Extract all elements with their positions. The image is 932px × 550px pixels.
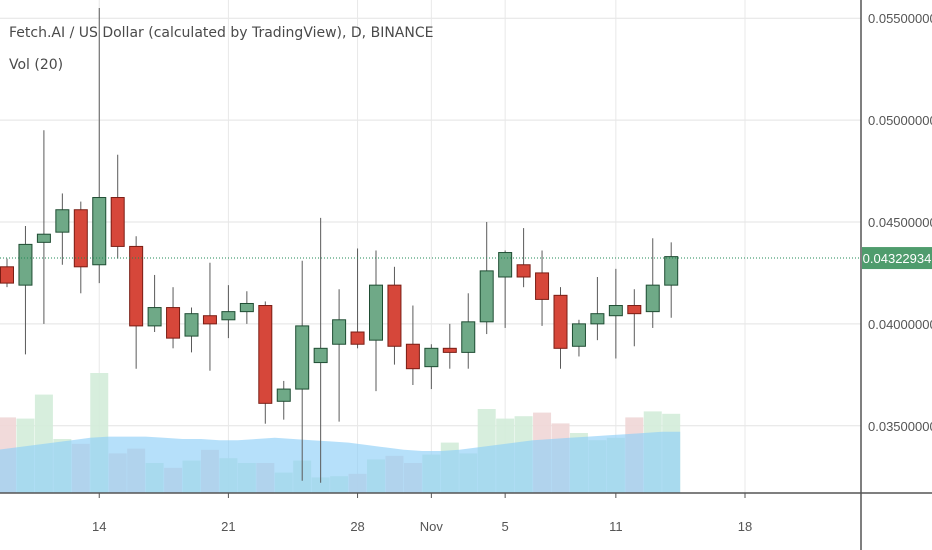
candle-down — [166, 287, 181, 349]
x-tick-label: 21 — [221, 519, 235, 534]
candle-up — [36, 130, 51, 324]
candle-body — [498, 252, 513, 278]
candle-down — [516, 228, 531, 288]
candle-down — [202, 262, 217, 371]
candle-body — [664, 256, 679, 286]
candle-body — [350, 331, 365, 345]
candle-body — [276, 388, 291, 402]
candle-body — [73, 209, 88, 268]
candle-body — [202, 315, 217, 325]
candles — [0, 8, 679, 483]
candle-down — [350, 248, 365, 349]
candle-down — [258, 301, 273, 424]
candle-up — [18, 226, 33, 355]
candle-body — [92, 197, 107, 266]
candle-down — [73, 201, 88, 294]
candle-down — [0, 258, 14, 288]
y-tick-label: 0.05500000 — [868, 11, 932, 26]
candle-body — [36, 233, 51, 243]
candle-body — [147, 307, 162, 327]
candle-body — [387, 284, 402, 347]
candle-down — [129, 236, 144, 369]
candle-body — [184, 313, 199, 337]
volume-ma-area — [0, 431, 681, 493]
y-tick-label: 0.04500000 — [868, 215, 932, 230]
candle-body — [166, 307, 181, 339]
candle-up — [92, 8, 107, 284]
candle-up — [221, 285, 236, 339]
candle-body — [313, 347, 328, 364]
candle-body — [627, 305, 642, 315]
x-tick-label: 5 — [502, 519, 509, 534]
candle-body — [645, 284, 660, 313]
candle-body — [221, 311, 236, 321]
candle-body — [553, 294, 568, 349]
candle-body — [405, 343, 420, 370]
volume-indicator-label[interactable]: Vol (20) — [9, 57, 64, 73]
candle-up — [332, 289, 347, 422]
last-price-label: 0.04322934 — [863, 251, 932, 266]
chart-title: Fetch.AI / US Dollar (calculated by Trad… — [9, 25, 434, 41]
candle-body — [239, 302, 254, 313]
candle-body — [332, 319, 347, 345]
candle-up — [608, 268, 623, 359]
candle-up — [498, 250, 513, 328]
candle-down — [442, 323, 457, 369]
candle-body — [590, 313, 605, 325]
candle-body — [535, 272, 550, 300]
candle-up — [184, 307, 199, 353]
candle-body — [516, 264, 531, 278]
volume-pane — [0, 373, 681, 493]
last-price-label-bg — [862, 247, 932, 270]
candle-body — [608, 305, 623, 317]
candle-down — [405, 305, 420, 385]
candle-down — [553, 287, 568, 369]
candle-up — [461, 293, 476, 369]
candle-up — [147, 274, 162, 333]
candle-up — [369, 250, 383, 392]
x-tick-label: 11 — [609, 519, 623, 534]
y-tick-label: 0.03500000 — [868, 419, 932, 434]
candle-down — [627, 289, 642, 347]
candle-body — [258, 305, 273, 404]
x-tick-label: Nov — [420, 519, 444, 534]
candle-body — [18, 243, 33, 286]
candle-body — [369, 284, 383, 341]
candle-up — [239, 291, 254, 324]
candle-down — [110, 154, 125, 259]
candle-down — [535, 250, 550, 326]
x-tick-label: 18 — [738, 519, 752, 534]
x-tick-label: 14 — [92, 519, 106, 534]
candle-body — [461, 321, 476, 353]
candle-body — [0, 266, 14, 284]
candle-up — [664, 242, 679, 318]
candle-up — [590, 276, 605, 341]
y-tick-label: 0.04000000 — [868, 317, 932, 332]
candle-body — [129, 245, 144, 327]
candle-up — [571, 319, 586, 357]
candle-body — [55, 209, 70, 233]
candle-up — [479, 221, 494, 335]
candle-body — [295, 325, 310, 390]
y-tick-label: 0.05000000 — [868, 113, 932, 128]
candle-up — [295, 260, 310, 481]
candle-up — [313, 217, 328, 483]
candle-body — [479, 270, 494, 323]
candle-up — [55, 193, 70, 265]
candle-up — [276, 380, 291, 420]
candle-body — [424, 347, 439, 368]
candle-down — [387, 266, 402, 365]
candle-up — [424, 344, 439, 390]
candle-up — [645, 238, 660, 328]
candle-body — [110, 197, 125, 247]
candle-body — [442, 347, 457, 353]
candle-body — [571, 323, 586, 347]
x-tick-label: 28 — [350, 519, 364, 534]
